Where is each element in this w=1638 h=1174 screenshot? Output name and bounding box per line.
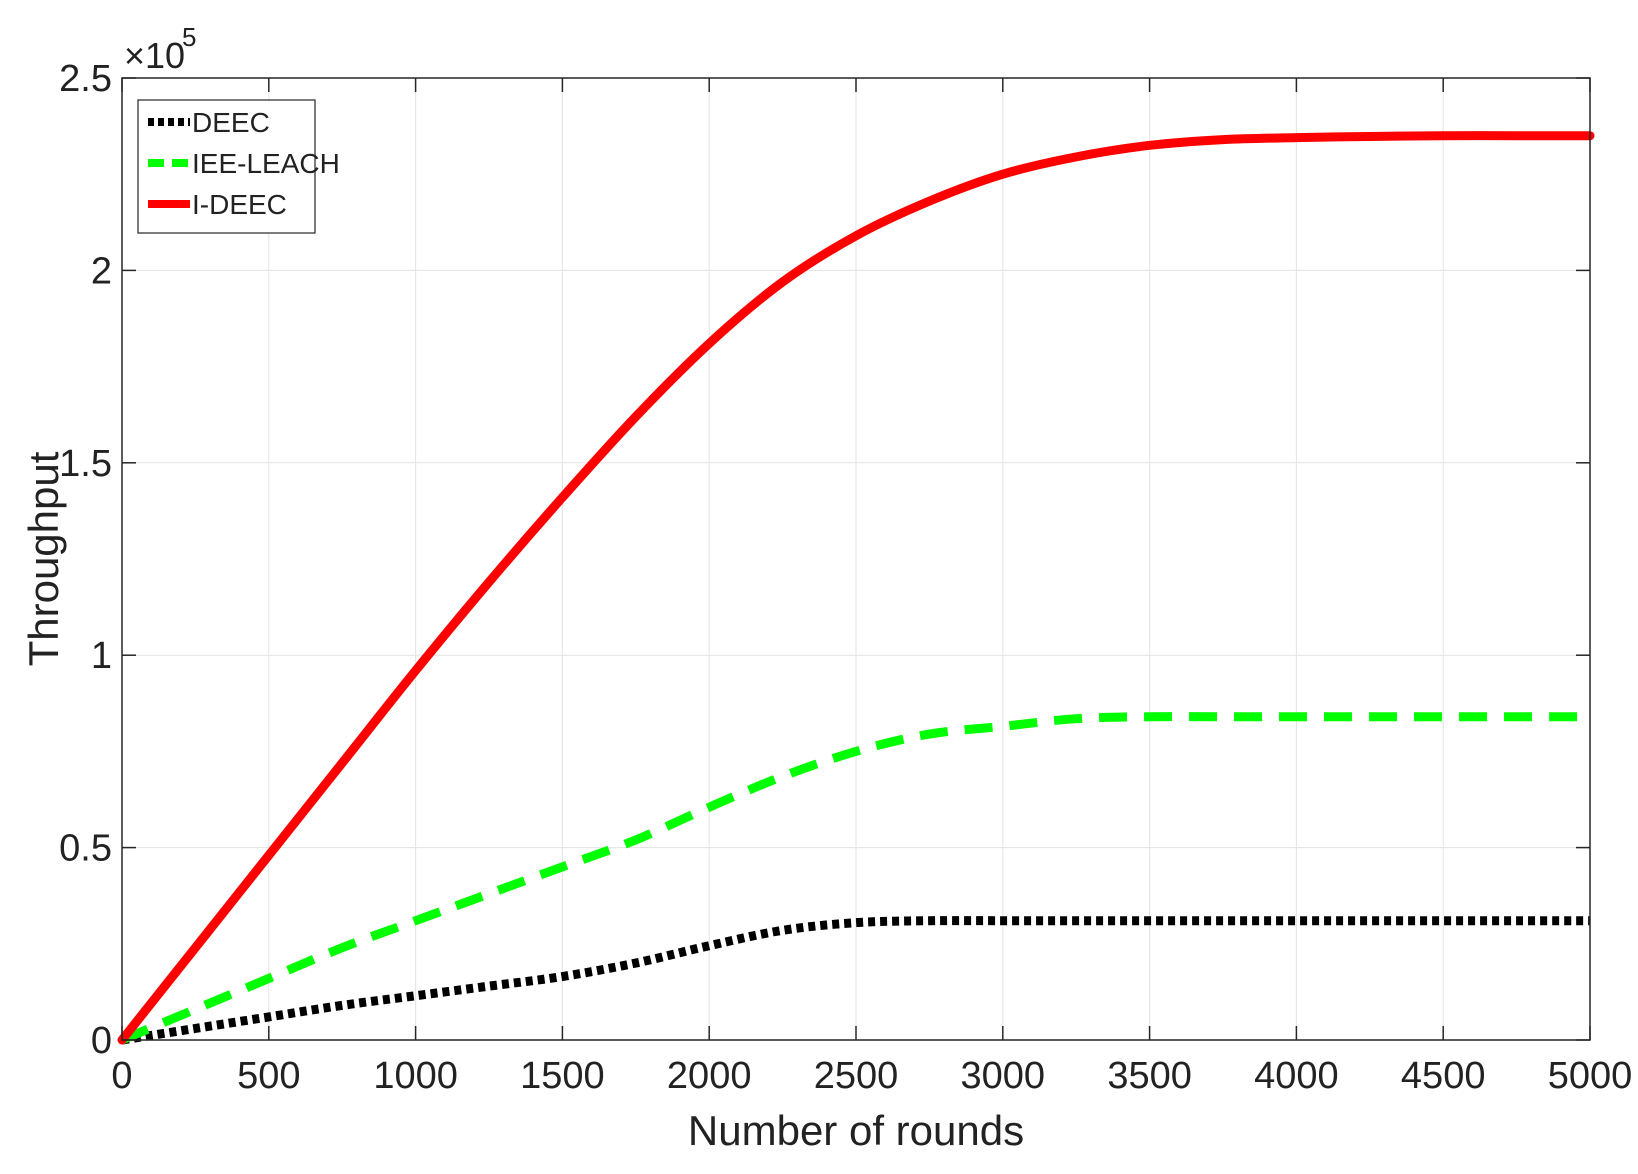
y-multiplier-exponent: 5 <box>182 22 196 52</box>
x-tick-label: 1500 <box>520 1055 605 1097</box>
x-tick-label: 0 <box>111 1055 132 1097</box>
x-tick-label: 3000 <box>961 1055 1046 1097</box>
x-tick-label: 3500 <box>1107 1055 1192 1097</box>
x-tick-label: 5000 <box>1548 1055 1633 1097</box>
legend-label: IEE-LEACH <box>192 148 340 179</box>
x-tick-label: 1000 <box>373 1055 458 1097</box>
y-tick-label: 2.5 <box>59 58 112 100</box>
legend-label: I-DEEC <box>192 189 287 220</box>
series-line-i-deec <box>117 131 1595 1045</box>
x-tick-label: 4000 <box>1254 1055 1339 1097</box>
x-tick-label: 2500 <box>814 1055 899 1097</box>
x-tick-label: 2000 <box>667 1055 752 1097</box>
series-line-iee-leach <box>120 712 1590 1045</box>
y-axis-label: Throughput <box>20 451 67 666</box>
legend-label: DEEC <box>192 107 270 138</box>
ticks <box>121 77 1591 1041</box>
y-tick-label: 0.5 <box>59 828 112 870</box>
legend: DEEC IEE-LEACH I-DEEC <box>137 99 340 234</box>
y-multiplier-base: ×10 <box>124 35 185 76</box>
tick-labels: 0 500 1000 1500 2000 2500 3000 3500 4000 4500 5000… <box>59 58 1632 1097</box>
legend-box <box>137 99 316 234</box>
x-tick-label: 4500 <box>1401 1055 1486 1097</box>
x-axis-label: Number of rounds <box>688 1107 1024 1154</box>
y-tick-label: 1 <box>91 635 112 677</box>
y-tick-label: 2 <box>91 250 112 292</box>
y-tick-label: 1.5 <box>59 443 112 485</box>
y-tick-label: 0 <box>91 1020 112 1062</box>
series-layer <box>117 131 1595 1045</box>
x-tick-label: 500 <box>237 1055 300 1097</box>
series-line-deec <box>121 916 1590 1045</box>
